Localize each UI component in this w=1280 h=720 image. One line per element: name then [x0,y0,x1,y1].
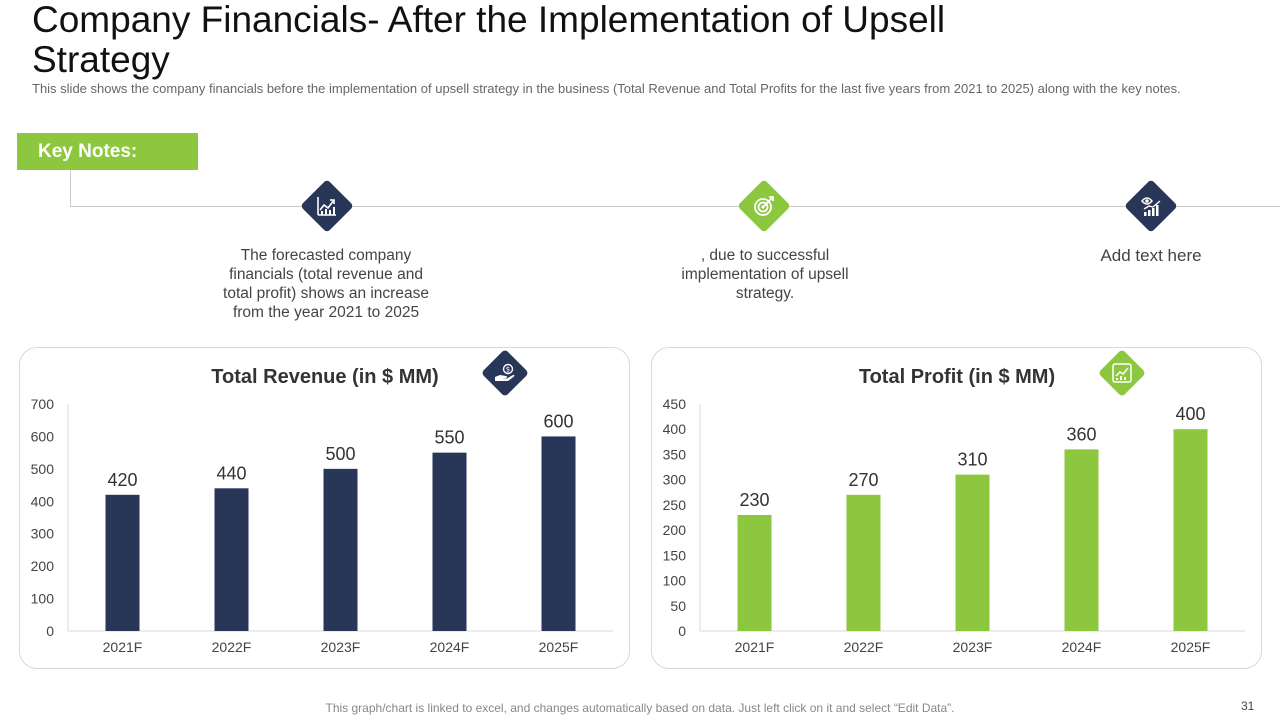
x-tick-label: 2025F [539,639,579,655]
key-note-3: Add text here [1060,246,1242,265]
bar-value-label: 310 [957,450,987,470]
chart-title: Total Revenue (in $ MM) [211,366,438,388]
key-note-2: , due to successful implementation of up… [680,246,850,303]
y-tick-label: 200 [663,522,687,538]
page-subtitle: This slide shows the company financials … [32,81,1252,96]
bar-value-label: 400 [1175,404,1205,424]
y-tick-label: 700 [31,396,55,412]
svg-text:$: $ [506,366,510,374]
x-tick-label: 2024F [430,639,470,655]
bar [324,469,358,631]
y-tick-label: 100 [663,573,687,589]
y-tick-label: 250 [663,497,687,513]
eye-chart-icon [1124,179,1178,233]
growth-chart-icon [300,179,354,233]
key-note-1: The forecasted company financials (total… [216,246,436,322]
revenue-chart: Total Revenue (in $ MM) 0 100 200 300 400 500 6… [20,348,631,670]
y-tick-label: 400 [663,421,687,437]
y-tick-label: 500 [31,461,55,477]
y-tick-label: 600 [31,428,55,444]
bar-value-label: 270 [848,470,878,490]
y-tick-label: 400 [31,493,55,509]
y-tick-label: 50 [670,598,686,614]
y-tick-label: 300 [31,526,55,542]
y-tick-label: 350 [663,446,687,462]
profit-chart-panel: Total Profit (in $ MM) 0 50 100 150 200 250 300… [651,347,1262,669]
bar-value-label: 440 [216,463,246,483]
x-tick-label: 2022F [212,639,252,655]
x-tick-label: 2021F [103,639,143,655]
revenue-chart-panel: Total Revenue (in $ MM) 0 100 200 300 400 500 6… [19,347,630,669]
chart-title: Total Profit (in $ MM) [859,366,1055,388]
bar [1174,429,1208,631]
x-tick-label: 2023F [953,639,993,655]
bar-value-label: 550 [434,428,464,448]
bar-value-label: 360 [1066,424,1096,444]
bar [106,495,140,631]
bar [1065,449,1099,631]
bar [738,515,772,631]
y-tick-label: 100 [31,591,55,607]
connector-line-horizontal [70,206,1280,207]
bar-value-label: 230 [739,490,769,510]
page-number: 31 [1241,699,1254,713]
bar [542,436,576,631]
x-tick-label: 2025F [1171,639,1211,655]
bar-value-label: 420 [107,470,137,490]
y-tick-label: 450 [663,396,687,412]
y-tick-label: 300 [663,472,687,488]
y-tick-label: 200 [31,558,55,574]
bar [847,495,881,631]
bar [215,488,249,631]
y-tick-label: 0 [678,623,686,639]
y-tick-label: 0 [46,623,54,639]
x-tick-label: 2024F [1062,639,1102,655]
target-icon [737,179,791,233]
bar [956,475,990,631]
x-tick-label: 2023F [321,639,361,655]
bar-value-label: 500 [325,444,355,464]
y-tick-label: 150 [663,547,687,563]
x-tick-label: 2021F [735,639,775,655]
bar-value-label: 600 [543,411,573,431]
x-tick-label: 2022F [844,639,884,655]
connector-line-vertical [70,170,71,207]
footer-note: This graph/chart is linked to excel, and… [0,701,1280,715]
bar [433,453,467,631]
key-notes-label: Key Notes: [17,133,198,170]
page-title: Company Financials- After the Implementa… [32,0,1032,80]
profit-chart: Total Profit (in $ MM) 0 50 100 150 200 250 300… [652,348,1263,670]
